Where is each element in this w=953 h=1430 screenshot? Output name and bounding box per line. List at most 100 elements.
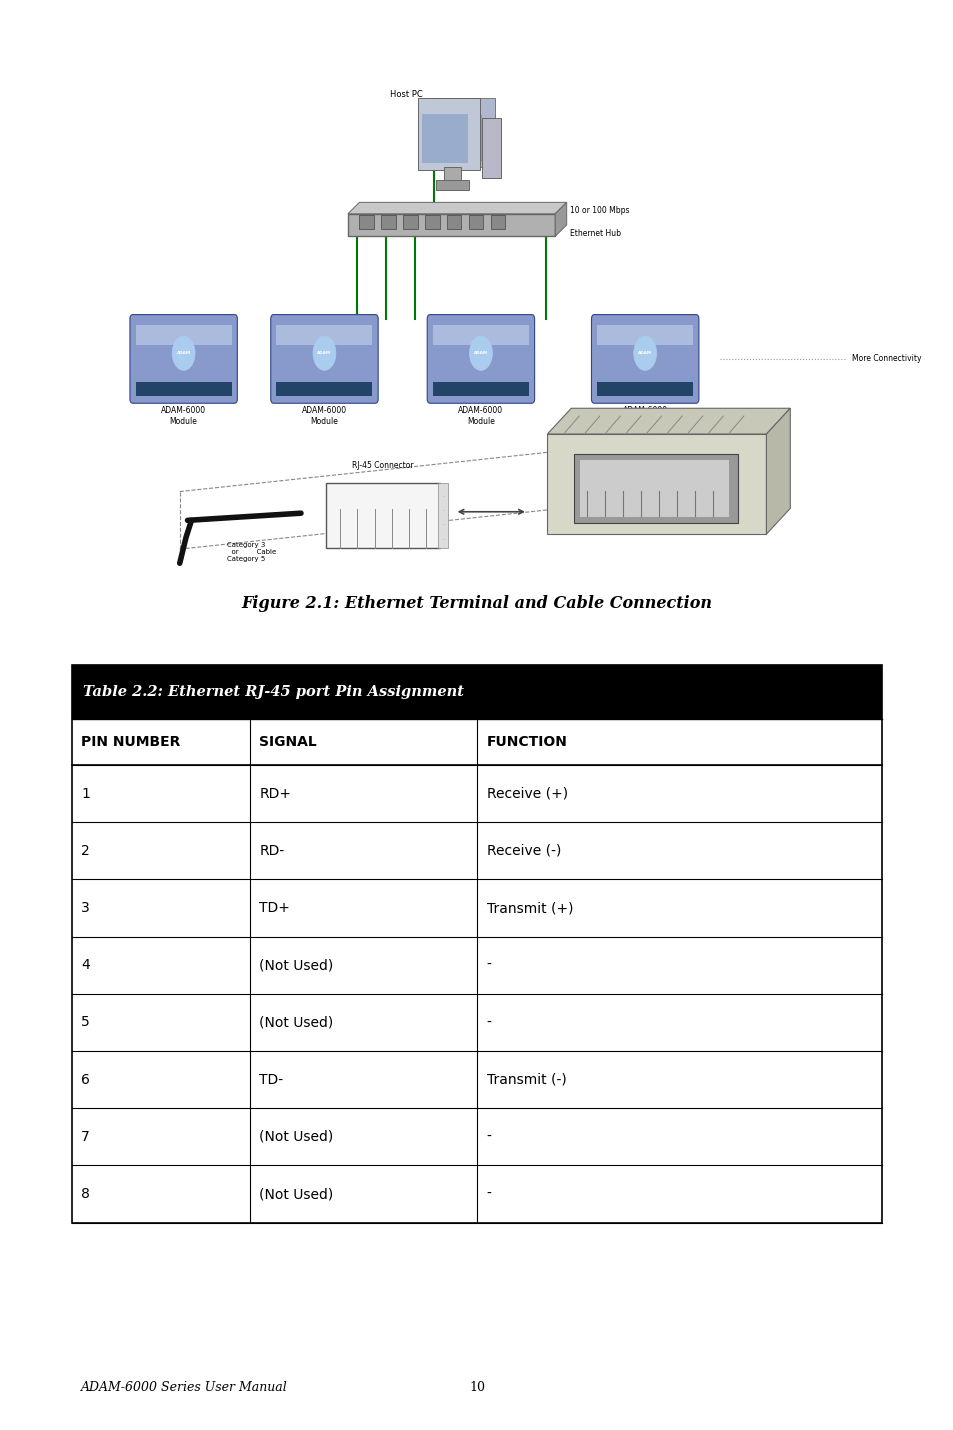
Polygon shape xyxy=(348,203,566,213)
Text: Transmit (-): Transmit (-) xyxy=(486,1072,566,1087)
Text: 6: 6 xyxy=(81,1072,90,1087)
Text: -: - xyxy=(486,1015,491,1030)
Bar xyxy=(71,719,882,765)
Bar xyxy=(359,214,374,229)
Text: 10: 10 xyxy=(469,1380,484,1394)
Text: Category 3
  or        Cable
Category 5: Category 3 or Cable Category 5 xyxy=(227,542,275,562)
Polygon shape xyxy=(765,409,789,535)
Bar xyxy=(597,325,693,345)
Text: Figure 2.1: Ethernet Terminal and Cable Connection: Figure 2.1: Ethernet Terminal and Cable … xyxy=(241,595,712,612)
Bar xyxy=(71,765,882,822)
Bar xyxy=(71,1108,882,1165)
Circle shape xyxy=(313,336,335,370)
Text: ADAM-6000
Module: ADAM-6000 Module xyxy=(301,406,347,426)
Text: ADAM-6000
Module: ADAM-6000 Module xyxy=(457,406,503,426)
Bar xyxy=(71,994,882,1051)
Bar xyxy=(597,382,693,396)
FancyBboxPatch shape xyxy=(591,315,699,403)
Polygon shape xyxy=(547,409,789,435)
Bar xyxy=(491,214,505,229)
Text: TD+: TD+ xyxy=(259,901,290,915)
Bar xyxy=(135,325,232,345)
Text: Table 2.2: Ethernet RJ-45 port Pin Assignment: Table 2.2: Ethernet RJ-45 port Pin Assig… xyxy=(83,685,463,699)
Text: ADAM: ADAM xyxy=(638,352,652,355)
Bar xyxy=(71,937,882,994)
Text: 2: 2 xyxy=(81,844,90,858)
Bar xyxy=(469,214,483,229)
Bar xyxy=(579,460,728,518)
Text: Ethernet Hub: Ethernet Hub xyxy=(569,229,619,239)
Bar xyxy=(447,214,461,229)
Text: -: - xyxy=(486,1187,491,1201)
Text: 10 or 100 Mbps: 10 or 100 Mbps xyxy=(569,206,628,216)
Text: -: - xyxy=(442,508,443,512)
Bar xyxy=(135,382,232,396)
Text: PIN NUMBER: PIN NUMBER xyxy=(81,735,180,749)
Text: ADAM: ADAM xyxy=(317,352,331,355)
Text: 8: 8 xyxy=(81,1187,90,1201)
Bar xyxy=(71,665,882,1223)
Bar xyxy=(417,99,479,170)
Bar xyxy=(71,879,882,937)
Bar xyxy=(481,119,500,179)
Text: RD-: RD- xyxy=(259,844,284,858)
Text: TD-: TD- xyxy=(259,1072,283,1087)
Text: ADAM: ADAM xyxy=(176,352,191,355)
Text: 4: 4 xyxy=(81,958,90,972)
Bar xyxy=(425,214,439,229)
Text: RD+: RD+ xyxy=(259,787,292,801)
Text: ADAM-6000
Module: ADAM-6000 Module xyxy=(622,406,667,426)
Bar xyxy=(433,382,528,396)
Text: FUNCTION: FUNCTION xyxy=(486,735,567,749)
Text: (Not Used): (Not Used) xyxy=(259,958,334,972)
Text: SIGNAL: SIGNAL xyxy=(259,735,317,749)
Text: -: - xyxy=(486,1130,491,1144)
FancyBboxPatch shape xyxy=(271,315,377,403)
Circle shape xyxy=(633,336,656,370)
Text: 1: 1 xyxy=(81,787,90,801)
Bar xyxy=(326,483,440,548)
Bar xyxy=(421,114,467,163)
Circle shape xyxy=(172,336,194,370)
Text: Receive (-): Receive (-) xyxy=(486,844,560,858)
Text: (Not Used): (Not Used) xyxy=(259,1015,334,1030)
Text: Host PC: Host PC xyxy=(390,90,422,99)
Bar xyxy=(547,435,765,535)
Text: 5: 5 xyxy=(81,1015,90,1030)
Text: (Not Used): (Not Used) xyxy=(259,1187,334,1201)
Text: -: - xyxy=(442,536,443,541)
Bar xyxy=(436,180,468,190)
Bar xyxy=(276,325,372,345)
Text: ADAM: ADAM xyxy=(474,352,487,355)
Bar xyxy=(432,99,494,167)
Text: Transmit (+): Transmit (+) xyxy=(486,901,573,915)
Text: 7: 7 xyxy=(81,1130,90,1144)
Text: -: - xyxy=(442,493,443,498)
Bar xyxy=(573,455,738,523)
Text: ADAM-6000
Module: ADAM-6000 Module xyxy=(161,406,206,426)
Text: RJ-45 Connector: RJ-45 Connector xyxy=(352,462,414,470)
Polygon shape xyxy=(555,203,566,236)
Text: ADAM-6000 Series User Manual: ADAM-6000 Series User Manual xyxy=(81,1380,288,1394)
Bar xyxy=(276,382,372,396)
Text: -: - xyxy=(442,522,443,526)
Bar xyxy=(71,1051,882,1108)
Bar xyxy=(433,325,528,345)
Text: Receive (+): Receive (+) xyxy=(486,787,567,801)
Text: (Not Used): (Not Used) xyxy=(259,1130,334,1144)
Circle shape xyxy=(469,336,492,370)
FancyBboxPatch shape xyxy=(130,315,237,403)
Text: ADAM-6000 Ethernet Port: ADAM-6000 Ethernet Port xyxy=(607,412,705,422)
Bar xyxy=(71,822,882,879)
Bar xyxy=(381,214,395,229)
Text: More Connectivity: More Connectivity xyxy=(852,355,921,363)
Bar xyxy=(436,116,481,162)
Bar xyxy=(438,483,448,548)
Bar xyxy=(348,214,555,236)
Text: 3: 3 xyxy=(81,901,90,915)
Bar xyxy=(443,167,460,184)
Bar xyxy=(403,214,417,229)
FancyBboxPatch shape xyxy=(427,315,534,403)
Text: -: - xyxy=(486,958,491,972)
Bar xyxy=(71,1165,882,1223)
